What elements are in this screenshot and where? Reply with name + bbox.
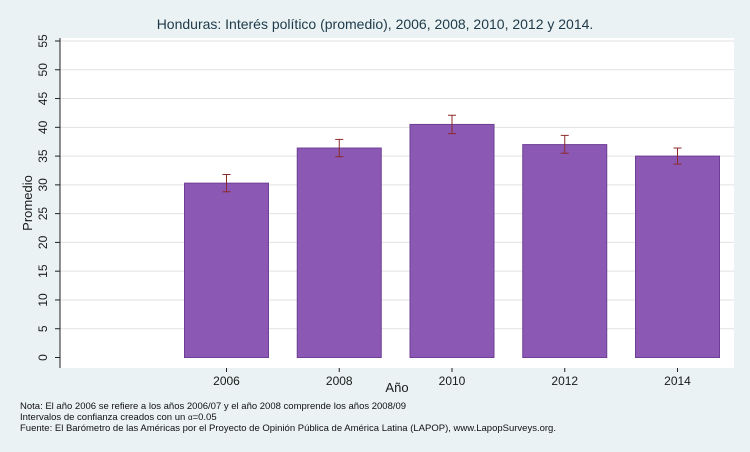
x-tick-label: 2012 bbox=[551, 374, 578, 388]
x-tick-label: 2006 bbox=[213, 374, 240, 388]
x-tick-label: 2008 bbox=[326, 374, 353, 388]
bar-2006 bbox=[184, 182, 269, 358]
bar-2014 bbox=[635, 155, 720, 358]
y-tick-label: 40 bbox=[36, 120, 50, 134]
y-tick-label: 10 bbox=[36, 293, 50, 307]
y-tick-label: 5 bbox=[36, 325, 50, 332]
y-tick-label: 15 bbox=[36, 264, 50, 278]
note-line-2-prefix: Intervalos de confianza creados con un bbox=[20, 412, 188, 423]
bar-2008 bbox=[296, 147, 382, 358]
y-tick-label: 20 bbox=[36, 235, 50, 249]
y-tick-label: 50 bbox=[36, 63, 50, 77]
note-line-2-suffix: =0.05 bbox=[192, 412, 217, 423]
y-axis-label: Promedio bbox=[20, 175, 35, 231]
x-axis: 2006 2008 2010 2012 2014 bbox=[213, 368, 691, 388]
bars bbox=[184, 123, 720, 359]
x-tick-label: 2010 bbox=[439, 374, 466, 388]
bar-2010 bbox=[409, 123, 495, 359]
y-axis: 0 5 10 15 20 25 30 35 40 45 50 55 bbox=[36, 34, 61, 368]
note-line-1: Nota: El año 2006 se refiere a los años … bbox=[20, 401, 407, 412]
x-axis-label: Año bbox=[385, 380, 408, 395]
bar-2012 bbox=[522, 144, 608, 358]
error-bars bbox=[222, 114, 682, 193]
y-tick-label: 55 bbox=[36, 34, 50, 48]
y-tick-label: 0 bbox=[36, 354, 50, 361]
y-tick-label: 35 bbox=[36, 149, 50, 163]
grid-lines bbox=[60, 40, 734, 330]
plot-area bbox=[60, 38, 734, 368]
alpha-symbol: α bbox=[187, 413, 193, 422]
chart-title: Honduras: Interés político (promedio), 2… bbox=[156, 16, 594, 32]
note-line-3: Fuente: El Barómetro de las Américas por… bbox=[20, 423, 556, 434]
note-line-2: Intervalos de confianza creados con un α… bbox=[20, 412, 217, 423]
y-tick-label: 25 bbox=[36, 207, 50, 221]
x-tick-label: 2014 bbox=[664, 374, 691, 388]
y-tick-label: 30 bbox=[36, 178, 50, 192]
y-tick-label: 45 bbox=[36, 92, 50, 106]
